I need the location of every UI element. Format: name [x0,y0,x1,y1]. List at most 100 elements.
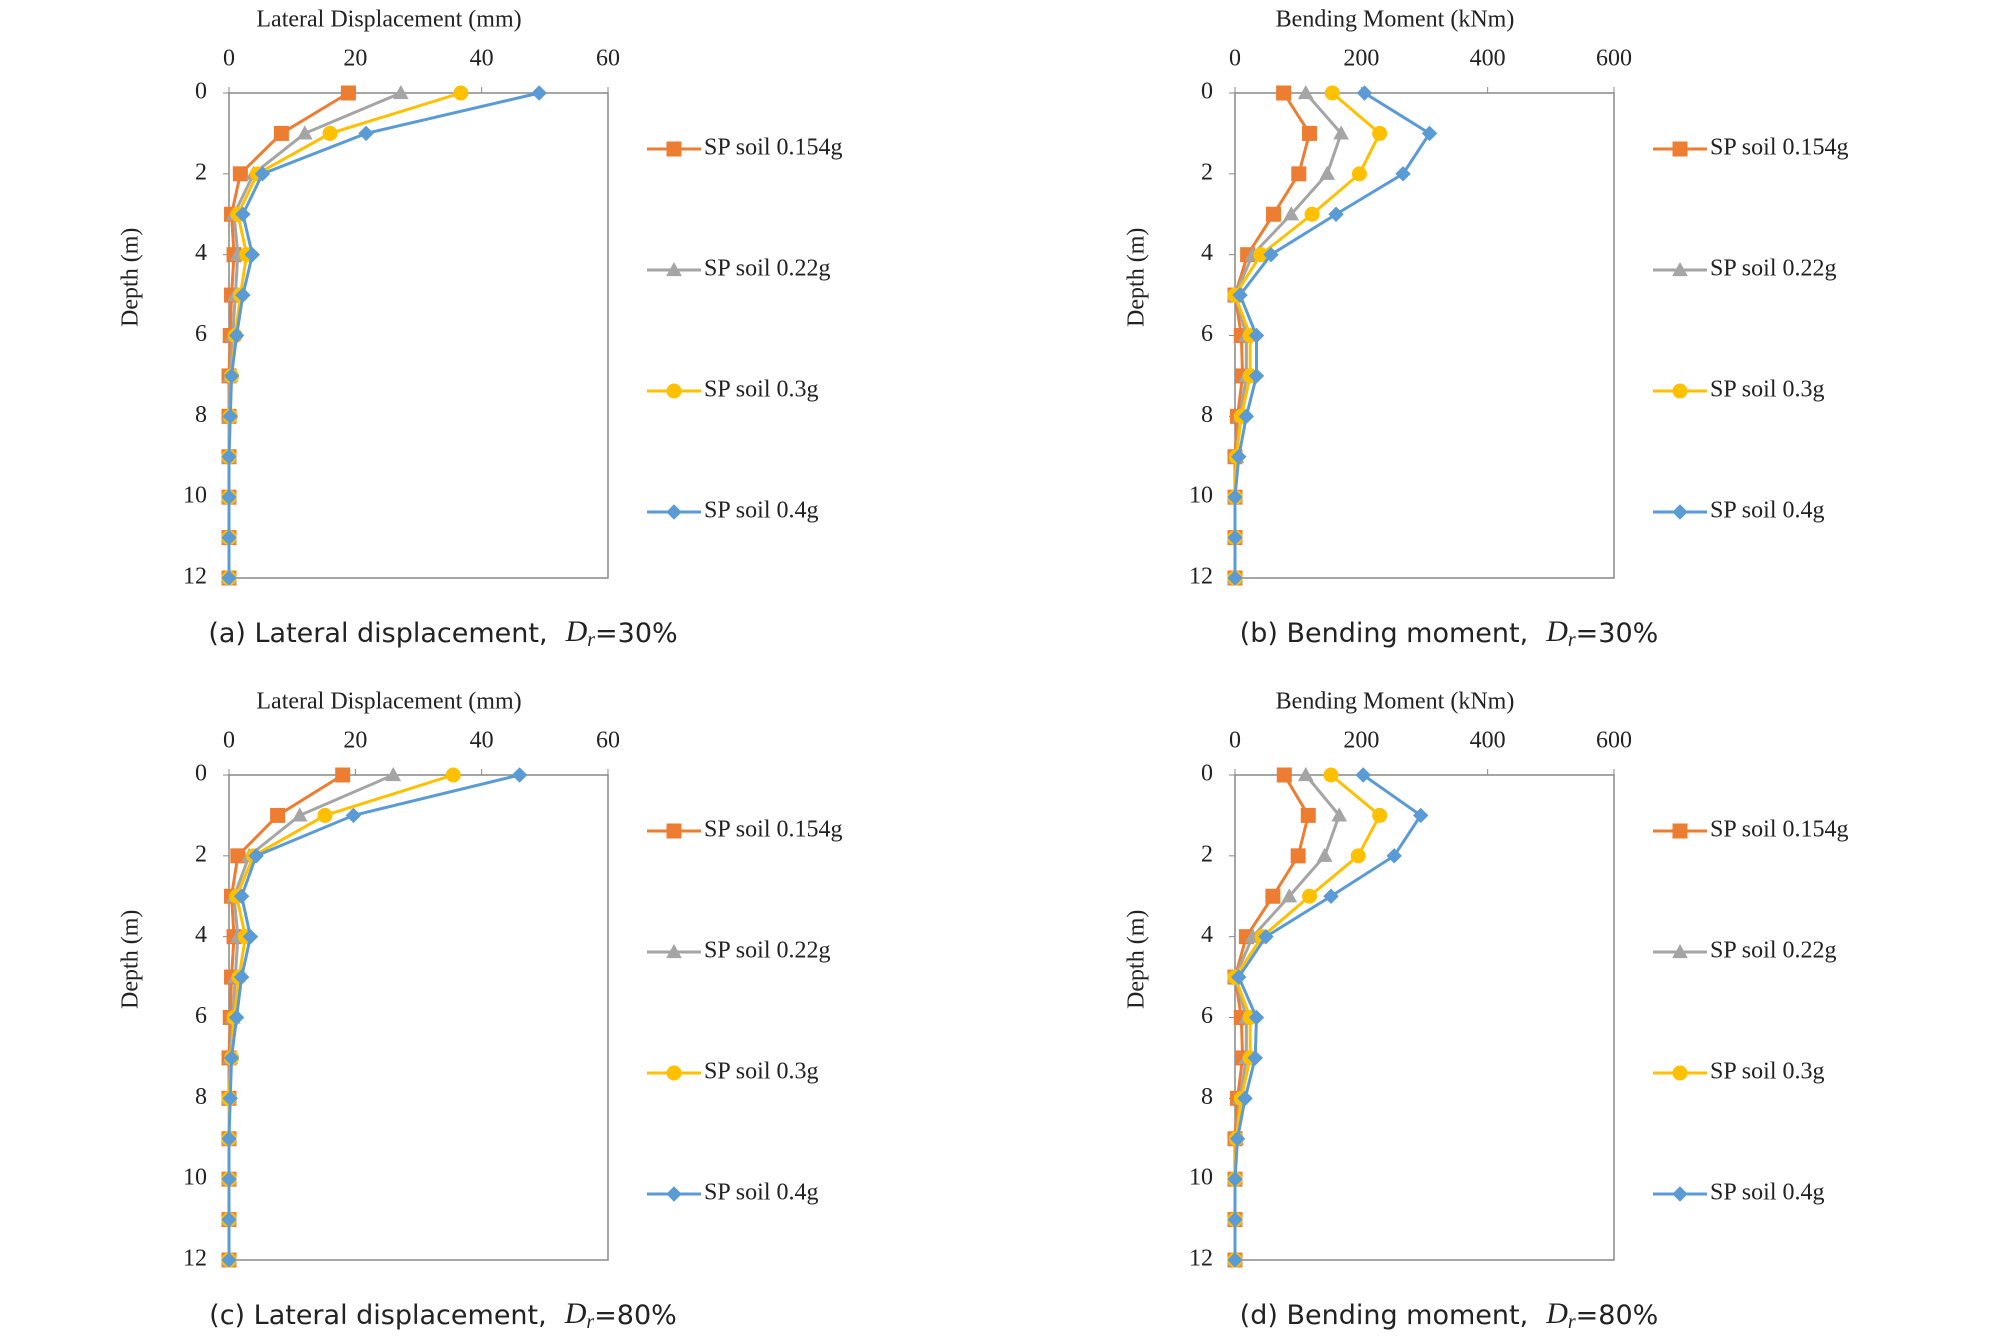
legend-label: SP soil 0.154g [1710,817,1848,843]
marker [1229,1131,1246,1147]
marker [1395,166,1411,182]
marker [1266,206,1282,222]
marker [1297,766,1314,782]
caption-symbol: D [564,1297,587,1330]
marker [1672,943,1688,959]
marker [1276,85,1292,101]
x-axis-title: Bending Moment (kNm) [1276,7,1515,33]
marker [1672,261,1688,277]
marker [1672,1065,1688,1081]
y-axis-title: Depth (m) [1124,228,1150,327]
marker [385,766,402,782]
marker [1227,1252,1243,1268]
y-tick-label: 4 [1201,922,1213,948]
y-tick-label: 0 [195,79,207,105]
y-tick-label: 10 [1189,1165,1213,1191]
y-tick-label: 12 [183,564,207,590]
marker [1316,847,1333,862]
marker [1227,1211,1243,1228]
y-tick-label: 4 [1201,240,1213,266]
marker [666,261,682,277]
marker [666,1065,682,1081]
series-line [227,773,454,1260]
chart-panel: Lateral Displacement (mm) 0 20 40 60 0 2 4 6 8 10 1… [118,689,843,1333]
marker [233,969,250,985]
y-tick-label: 10 [1189,483,1213,509]
marker [1386,848,1402,864]
marker [1356,85,1373,101]
marker [248,848,264,864]
series-line [227,91,350,578]
marker [1227,570,1243,586]
y-tick-label: 8 [195,1084,207,1110]
caption: (d) Bending moment, Dr=80% [1240,1297,1659,1333]
x-tick-label: 400 [1470,728,1506,754]
x-axis-title: Lateral Displacement (mm) [256,689,521,715]
legend-label: SP soil 0.4g [704,498,818,524]
x-tick-label: 40 [470,728,494,754]
marker [1231,449,1247,465]
chart-panel: Bending Moment (kNm) 0 200 400 600 0 2 4 6 8 10 12 D… [1124,689,1849,1333]
marker [221,1131,237,1147]
caption-text: =30% [1576,618,1659,649]
caption-symbol: D [1545,615,1568,648]
plot-frame [228,774,609,1261]
legend-label: SP soil 0.4g [1710,1180,1824,1206]
marker [1290,848,1306,864]
y-tick-label: 0 [195,761,207,787]
marker [1351,166,1367,182]
marker [235,287,251,303]
x-tick-label: 20 [343,46,367,72]
legend-label: SP soil 0.4g [704,1180,818,1206]
y-axis-title: Depth (m) [118,910,144,1009]
marker [1323,888,1339,904]
y-tick-label: 8 [195,402,207,428]
marker [1227,529,1243,546]
marker [1372,125,1388,141]
caption-text: =80% [1576,1300,1659,1331]
marker [296,125,313,140]
marker [221,1252,237,1268]
marker [1248,1009,1265,1026]
marker [221,489,237,505]
marker [1302,125,1318,141]
caption-text: (c) Lateral displacement, [209,1300,547,1331]
marker [1672,823,1688,839]
marker [1324,85,1340,101]
marker [1413,807,1429,824]
marker [222,408,238,425]
y-tick-label: 12 [1189,1246,1213,1272]
marker [254,166,271,182]
caption-text: (d) Bending moment, [1240,1300,1529,1331]
caption-symbol: D [565,615,588,648]
marker [317,807,333,823]
x-tick-label: 20 [343,728,367,754]
x-tick-label: 40 [470,46,494,72]
marker [244,246,261,263]
marker [322,125,338,141]
marker [1297,84,1314,100]
y-tick-label: 10 [183,483,207,509]
legend-label: SP soil 0.22g [1710,938,1836,964]
marker [228,327,245,344]
plot-frame [1234,774,1615,1261]
marker [1331,807,1348,822]
y-tick-label: 6 [1201,1003,1213,1029]
marker [221,529,237,546]
legend-label: SP soil 0.22g [704,256,830,282]
marker [358,125,374,142]
legend-label: SP soil 0.154g [704,135,842,161]
marker [1672,1186,1688,1202]
x-axis-title: Lateral Displacement (mm) [256,7,521,33]
marker [228,1009,245,1026]
caption-subscript: r [1568,1311,1576,1333]
caption: (b) Bending moment, Dr=30% [1240,615,1659,651]
x-tick-label: 0 [1229,728,1241,754]
marker [233,888,250,904]
legend-label: SP soil 0.154g [1710,135,1848,161]
x-tick-label: 600 [1596,46,1632,72]
caption-symbol: D [1545,1297,1568,1330]
legend-label: SP soil 0.154g [704,817,842,843]
marker [221,449,237,465]
